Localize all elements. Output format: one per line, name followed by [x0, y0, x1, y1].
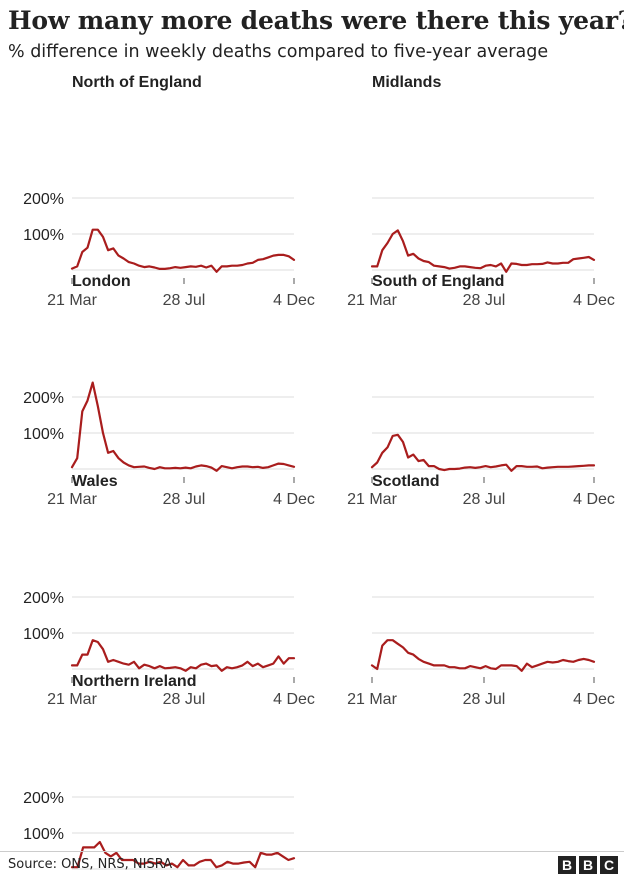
y-tick-label: 200% [23, 191, 64, 208]
x-tick-label: 4 Dec [573, 292, 615, 309]
x-tick-label: 28 Jul [163, 491, 206, 508]
chart-title: How many more deaths were there this yea… [8, 6, 624, 35]
x-tick-label: 21 Mar [47, 292, 97, 309]
y-tick-label: 200% [23, 590, 64, 607]
x-tick-label: 28 Jul [163, 691, 206, 708]
panel-london: London 100% 200% 21 Mar 28 Jul 4 Dec [23, 273, 315, 508]
panel-title: South of England [372, 273, 504, 290]
logo-letter: C [600, 856, 618, 874]
x-tick-label: 28 Jul [463, 691, 506, 708]
logo-letter: B [558, 856, 576, 874]
bbc-logo: B B C [558, 856, 618, 874]
series-line [70, 381, 296, 472]
x-tick-label: 4 Dec [573, 491, 615, 508]
y-tick-label: 100% [23, 426, 64, 443]
series-line [70, 228, 296, 273]
panel-title: Midlands [372, 74, 441, 91]
panel-title: North of England [72, 74, 202, 91]
footer-divider [0, 851, 624, 852]
series-line [70, 639, 296, 672]
panel-south-of-england: South of England 21 Mar 28 Jul 4 Dec [347, 273, 615, 508]
y-tick-label: 100% [23, 227, 64, 244]
panel-north-of-england: North of England 100% 200% 21 Mar 28 Jul 4 De… [23, 74, 315, 309]
x-tick-label: 4 Dec [273, 292, 315, 309]
panel-wales: Wales 100% 200% 21 Mar 28 Jul 4 Dec [23, 473, 315, 708]
panel-title: Northern Ireland [72, 673, 196, 690]
x-tick-label: 4 Dec [273, 691, 315, 708]
series-line [370, 229, 596, 273]
panel-title: Scotland [372, 473, 440, 490]
y-tick-label: 100% [23, 626, 64, 643]
x-tick-label: 28 Jul [163, 292, 206, 309]
x-tick-label: 21 Mar [47, 491, 97, 508]
panel-midlands: Midlands 21 Mar 28 Jul 4 Dec [347, 74, 615, 309]
x-tick-label: 28 Jul [463, 292, 506, 309]
x-tick-label: 21 Mar [47, 691, 97, 708]
source-note: Source: ONS, NRS, NISRA [8, 857, 173, 872]
x-tick-label: 21 Mar [347, 491, 397, 508]
logo-letter: B [579, 856, 597, 874]
panel-title: Wales [72, 473, 118, 490]
panel-title: London [72, 273, 131, 290]
chart-subtitle: % difference in weekly deaths compared t… [8, 42, 549, 62]
series-line [370, 433, 596, 472]
y-tick-label: 200% [23, 790, 64, 807]
x-tick-label: 4 Dec [573, 691, 615, 708]
x-tick-label: 4 Dec [273, 491, 315, 508]
series-line [370, 639, 596, 672]
x-tick-label: 21 Mar [347, 691, 397, 708]
series-line [70, 840, 296, 869]
x-tick-label: 21 Mar [347, 292, 397, 309]
x-tick-label: 28 Jul [463, 491, 506, 508]
y-tick-label: 100% [23, 826, 64, 843]
y-tick-label: 200% [23, 390, 64, 407]
